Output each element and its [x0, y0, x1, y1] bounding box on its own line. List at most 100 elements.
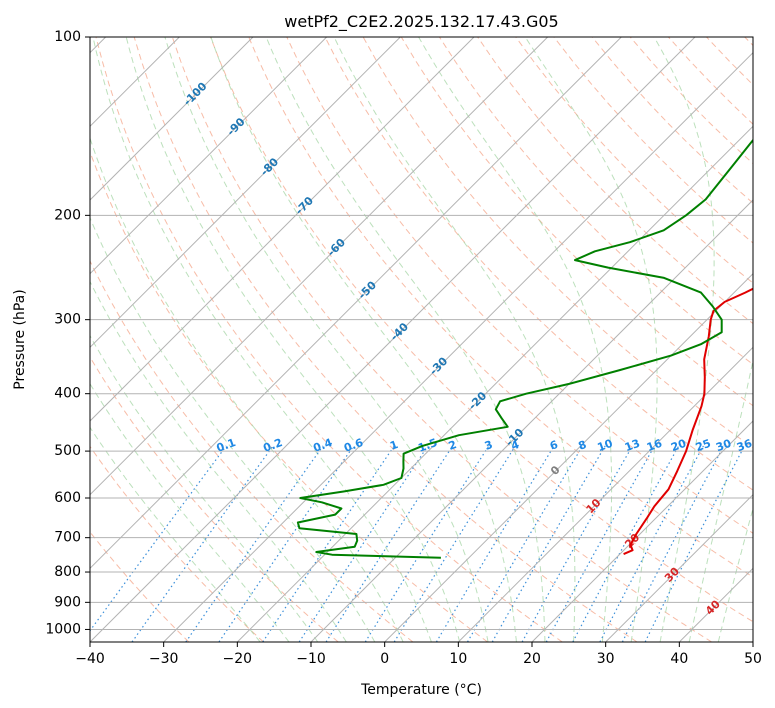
mixing-ratio-line — [325, 445, 454, 642]
mixing-ratio-label: 0.2 — [262, 436, 285, 455]
moist-adiabat-line — [265, 37, 546, 642]
moist-adiabat-line — [90, 136, 404, 642]
x-tick-label: 20 — [523, 651, 541, 667]
moist-adiabat-line — [524, 37, 658, 642]
y-tick-label: 700 — [54, 530, 81, 546]
isotherm-line — [457, 346, 753, 642]
isotherm-line — [90, 37, 549, 496]
x-tick-label: 40 — [670, 651, 688, 667]
isotherm-line — [310, 199, 753, 642]
mixing-ratio-line — [298, 445, 429, 642]
moist-adiabat-line — [717, 506, 753, 642]
x-axis-ticks: −40 −30 −20 −10 0 10 20 30 40 50 — [75, 642, 762, 667]
dry-adiabat-line — [515, 37, 753, 284]
x-axis-title: Temperature (°C) — [360, 682, 482, 698]
isotherm-line — [90, 37, 328, 275]
isotherm-line — [384, 272, 753, 642]
x-tick-label: −30 — [149, 651, 179, 667]
mixing-ratio-line — [491, 445, 606, 642]
mixing-ratio-label: 30 — [714, 437, 733, 455]
x-tick-label: −40 — [75, 651, 105, 667]
mixing-ratio-label: 4 — [509, 438, 521, 453]
y-axis-ticks: 100 200 300 400 500 600 700 800 900 1000 — [45, 29, 90, 637]
dry-adiabat-line — [90, 445, 264, 642]
mixing-ratio-line — [545, 445, 656, 642]
moist-adiabat-line — [333, 37, 576, 642]
y-tick-label: 400 — [54, 386, 81, 402]
mixing-ratio-label: 1 — [388, 438, 400, 453]
isotherm-line — [752, 641, 753, 642]
moist-adiabat-line — [90, 334, 319, 642]
x-tick-label: −10 — [296, 651, 326, 667]
moist-adiabat-line — [418, 37, 613, 642]
sounding-profiles — [296, 138, 753, 559]
mixing-ratio-line — [364, 445, 490, 642]
moist-adiabat-line — [90, 382, 290, 642]
mixing-ratio-label: 3 — [483, 438, 495, 453]
mixing-ratio-label: 36 — [735, 437, 754, 455]
mixing-ratio-label: 1.5 — [416, 436, 439, 455]
mixing-ratio-label: 6 — [548, 438, 560, 453]
isotherm-line — [605, 493, 753, 642]
y-tick-label: 800 — [54, 564, 81, 580]
y-axis-title: Pressure (hPa) — [12, 289, 28, 389]
mixing-ratio-line — [435, 445, 555, 642]
moist-adiabat-line — [90, 280, 347, 642]
moist-adiabat-line — [653, 37, 715, 642]
dry-adiabat-line — [210, 37, 753, 623]
isotherm-line — [236, 125, 753, 642]
x-tick-label: 30 — [597, 651, 615, 667]
isotherm-line — [90, 37, 401, 349]
isotherm-line — [90, 37, 254, 201]
mixing-ratio-label: 10 — [596, 437, 615, 455]
y-tick-label: 1000 — [45, 621, 81, 637]
plot-background — [90, 37, 753, 642]
mixing-ratio-label: 2 — [447, 438, 459, 453]
moist-adiabat-line — [90, 216, 376, 642]
mixing-ratio-label: 0.4 — [311, 436, 334, 455]
moist-adiabat-line — [164, 37, 489, 642]
dry-adiabat-line — [286, 37, 753, 534]
mixing-ratio-label: 16 — [645, 437, 664, 455]
mixing-ratio-line — [262, 445, 395, 642]
mixing-ratio-label: 0.1 — [215, 436, 238, 455]
y-tick-label: 900 — [54, 594, 81, 610]
dry-adiabat-line — [248, 37, 753, 578]
moist-adiabat-line — [125, 37, 461, 642]
dry-adiabat-line — [324, 37, 753, 491]
dry-adiabat-line — [90, 259, 414, 642]
chart-title: wetPf2_C2E2.2025.132.17.43.G05 — [284, 12, 558, 32]
mixing-ratio-label: 0.6 — [342, 436, 365, 455]
isotherm-line — [163, 51, 753, 642]
x-tick-label: 0 — [380, 651, 389, 667]
moist-adiabat-line — [92, 37, 432, 642]
moist-adiabat-line — [90, 426, 261, 642]
pressure-gridlines — [90, 37, 753, 630]
background-lines — [90, 37, 753, 642]
y-tick-label: 300 — [54, 312, 81, 328]
y-tick-label: 200 — [54, 207, 81, 223]
isotherm-line — [90, 37, 475, 422]
isotherm-line — [90, 37, 622, 570]
isotherm-line — [90, 37, 696, 642]
dry-adiabat-line — [171, 37, 712, 642]
dewpoint-profile-line — [296, 138, 753, 559]
temperature-profile-line — [623, 287, 753, 556]
y-tick-label: 100 — [54, 29, 81, 45]
mixing-ratio-label: 25 — [694, 437, 713, 454]
x-tick-label: 10 — [449, 651, 467, 667]
plot-frame — [89, 36, 754, 643]
moist-adiabat-line — [688, 358, 753, 642]
mixing-ratio-label: 8 — [577, 438, 589, 453]
mixing-ratio-label: 20 — [669, 437, 688, 455]
dry-adiabat-line — [95, 37, 563, 642]
x-tick-label: 50 — [744, 651, 762, 667]
y-tick-label: 500 — [54, 443, 81, 459]
moist-adiabat-line — [210, 37, 517, 642]
mixing-ratio-line — [466, 445, 584, 642]
mixing-ratio-line — [521, 445, 634, 642]
x-tick-label: −20 — [223, 651, 253, 667]
mixing-ratio-label: 13 — [623, 437, 642, 454]
mixing-ratio-line — [572, 445, 680, 642]
